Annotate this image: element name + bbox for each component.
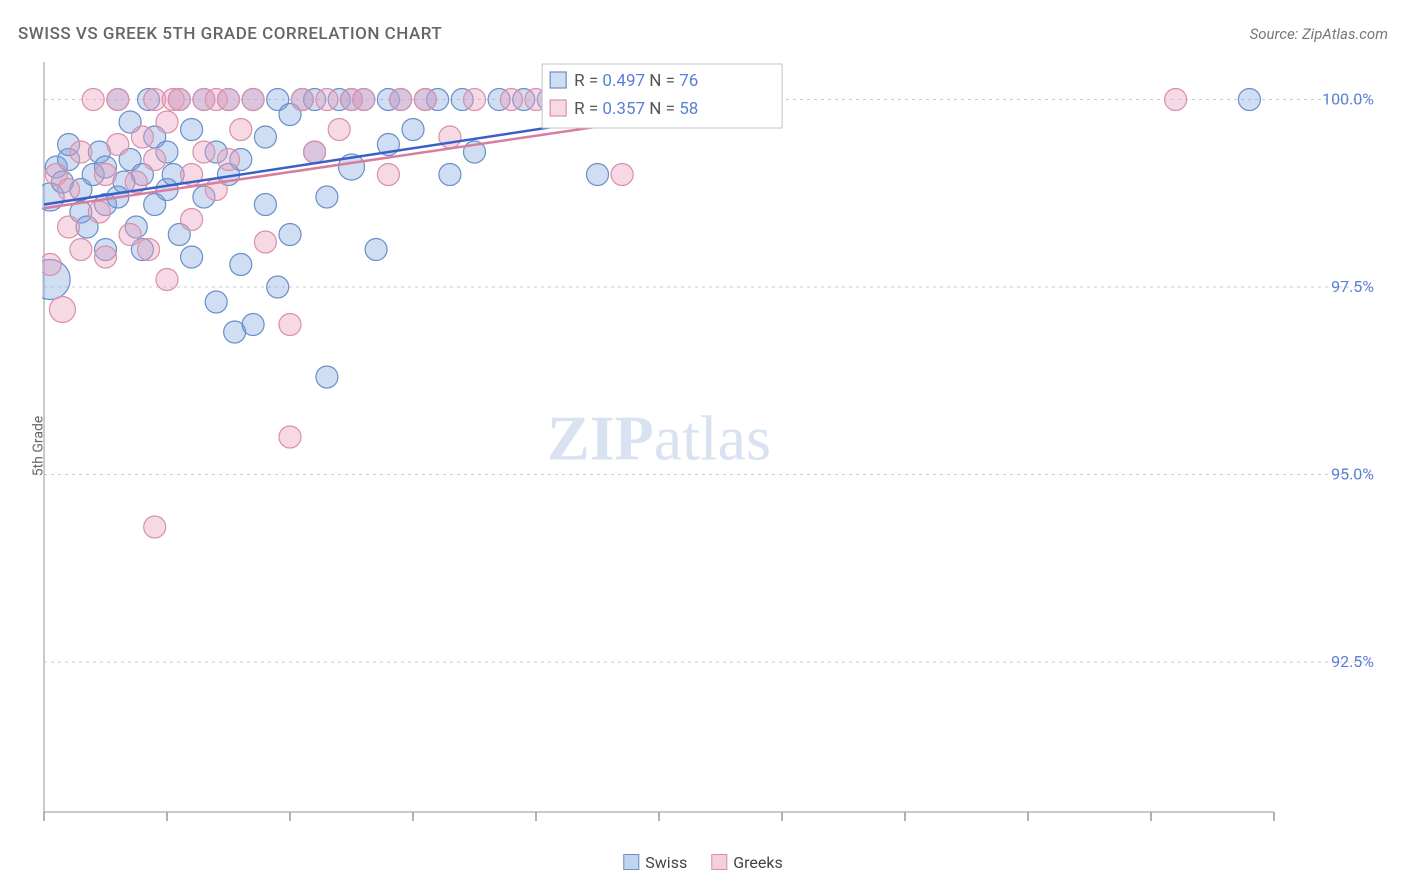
svg-text:95.0%: 95.0% [1331, 465, 1374, 484]
svg-text:92.5%: 92.5% [1331, 652, 1374, 671]
svg-text:100.0%: 100.0% [1222, 827, 1274, 828]
chart-title: SWISS VS GREEK 5TH GRADE CORRELATION CHA… [18, 24, 442, 44]
legend-item: Greeks [711, 853, 783, 872]
svg-text:R = 0.357 N = 58: R = 0.357 N = 58 [574, 99, 698, 119]
legend-swatch [711, 854, 727, 870]
svg-text:0.0%: 0.0% [44, 827, 78, 828]
scatter-chart: 0.0% 100.0% 92.5% 95.0% 97.5% 100.0% ZIPatlas R… [42, 60, 1388, 828]
svg-text:97.5%: 97.5% [1331, 277, 1374, 296]
legend-item: Swiss [623, 853, 687, 872]
svg-text:R = 0.497 N = 76: R = 0.497 N = 76 [574, 71, 698, 91]
series-legend: Swiss Greeks [623, 853, 782, 872]
source-label: Source: ZipAtlas.com [1250, 25, 1388, 43]
svg-text:ZIPatlas: ZIPatlas [547, 403, 771, 474]
svg-text:100.0%: 100.0% [1322, 90, 1374, 109]
legend-swatch [623, 854, 639, 870]
